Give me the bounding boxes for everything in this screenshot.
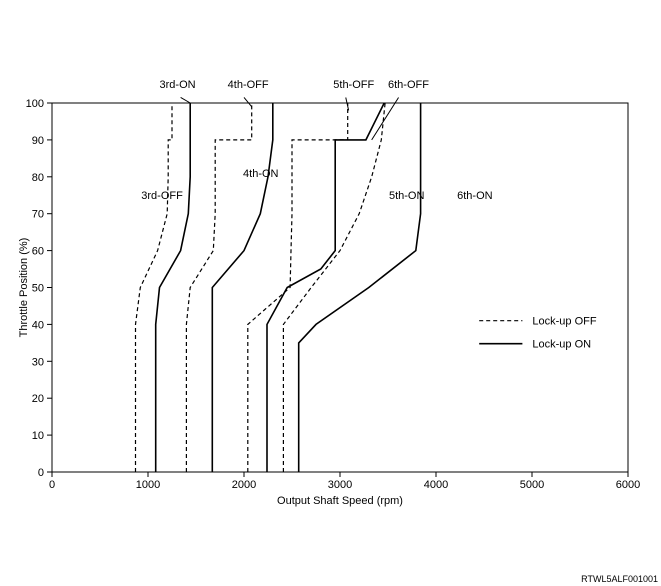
y-tick-label: 40 [32,319,44,331]
x-tick-label: 4000 [424,479,448,491]
y-tick-label: 80 [32,172,44,184]
plot-area [51,102,629,473]
legend: Lock-up OFF Lock-up ON [479,316,597,351]
series-line-6th-off [282,102,386,472]
figure-code: RTWL5ALF001001 [581,574,658,584]
y-tick-label: 50 [32,283,44,295]
series-line-5th-off [247,103,349,472]
x-tick-label: 6000 [616,479,640,491]
annotation-layer: 3rd-ON 4th-OFF 5th-OFF 6th-OFF 3rd-OFF 4th-ON… [141,79,492,202]
legend-label: Lock-up ON [532,339,591,351]
annotation-leader-line [180,97,191,104]
series-line-3rd-on [154,103,191,472]
y-tick-label: 0 [38,467,44,479]
y-tick-label: 30 [32,356,44,368]
y-tick-label: 60 [32,246,44,258]
series-line-3rd-off [134,103,173,472]
x-axis-label: Output Shaft Speed (rpm) [277,495,403,507]
x-tick-label: 3000 [328,479,352,491]
plot-frame [51,102,629,473]
series-line-4th-off [185,103,253,472]
annotation-leader-line [243,97,253,108]
series-line-5th-on [266,102,385,472]
series-annotation: 6th-ON [457,190,493,202]
x-tick-label: 2000 [232,479,256,491]
annotation-leader-line [345,97,350,111]
series-annotation: 4th-OFF [228,79,269,91]
x-tick-label: 5000 [520,479,544,491]
y-axis-label: Throttle Position (%) [18,238,30,338]
series-layer [134,102,422,472]
series-annotation: 4th-ON [243,168,279,180]
annotation-leader-line [371,97,399,141]
series-annotation: 3rd-OFF [141,190,183,202]
y-tick-label: 100 [26,98,44,110]
series-line-4th-on [211,103,274,472]
series-annotation: 6th-OFF [388,79,429,91]
series-annotation: 5th-OFF [333,79,374,91]
y-tick-label: 10 [32,430,44,442]
series-line-6th-on [297,103,422,472]
y-tick-label: 20 [32,393,44,405]
series-annotation: 3rd-ON [160,79,196,91]
x-tick-label: 0 [49,479,55,491]
ticks-layer: 0 1000 2000 3000 4000 5000 6000 0 10 20 30 40 50 60 70… [26,98,641,491]
legend-label: Lock-up OFF [532,316,596,328]
y-tick-label: 70 [32,209,44,221]
x-tick-label: 1000 [136,479,160,491]
series-annotation: 5th-ON [389,190,425,202]
y-tick-label: 90 [32,135,44,147]
